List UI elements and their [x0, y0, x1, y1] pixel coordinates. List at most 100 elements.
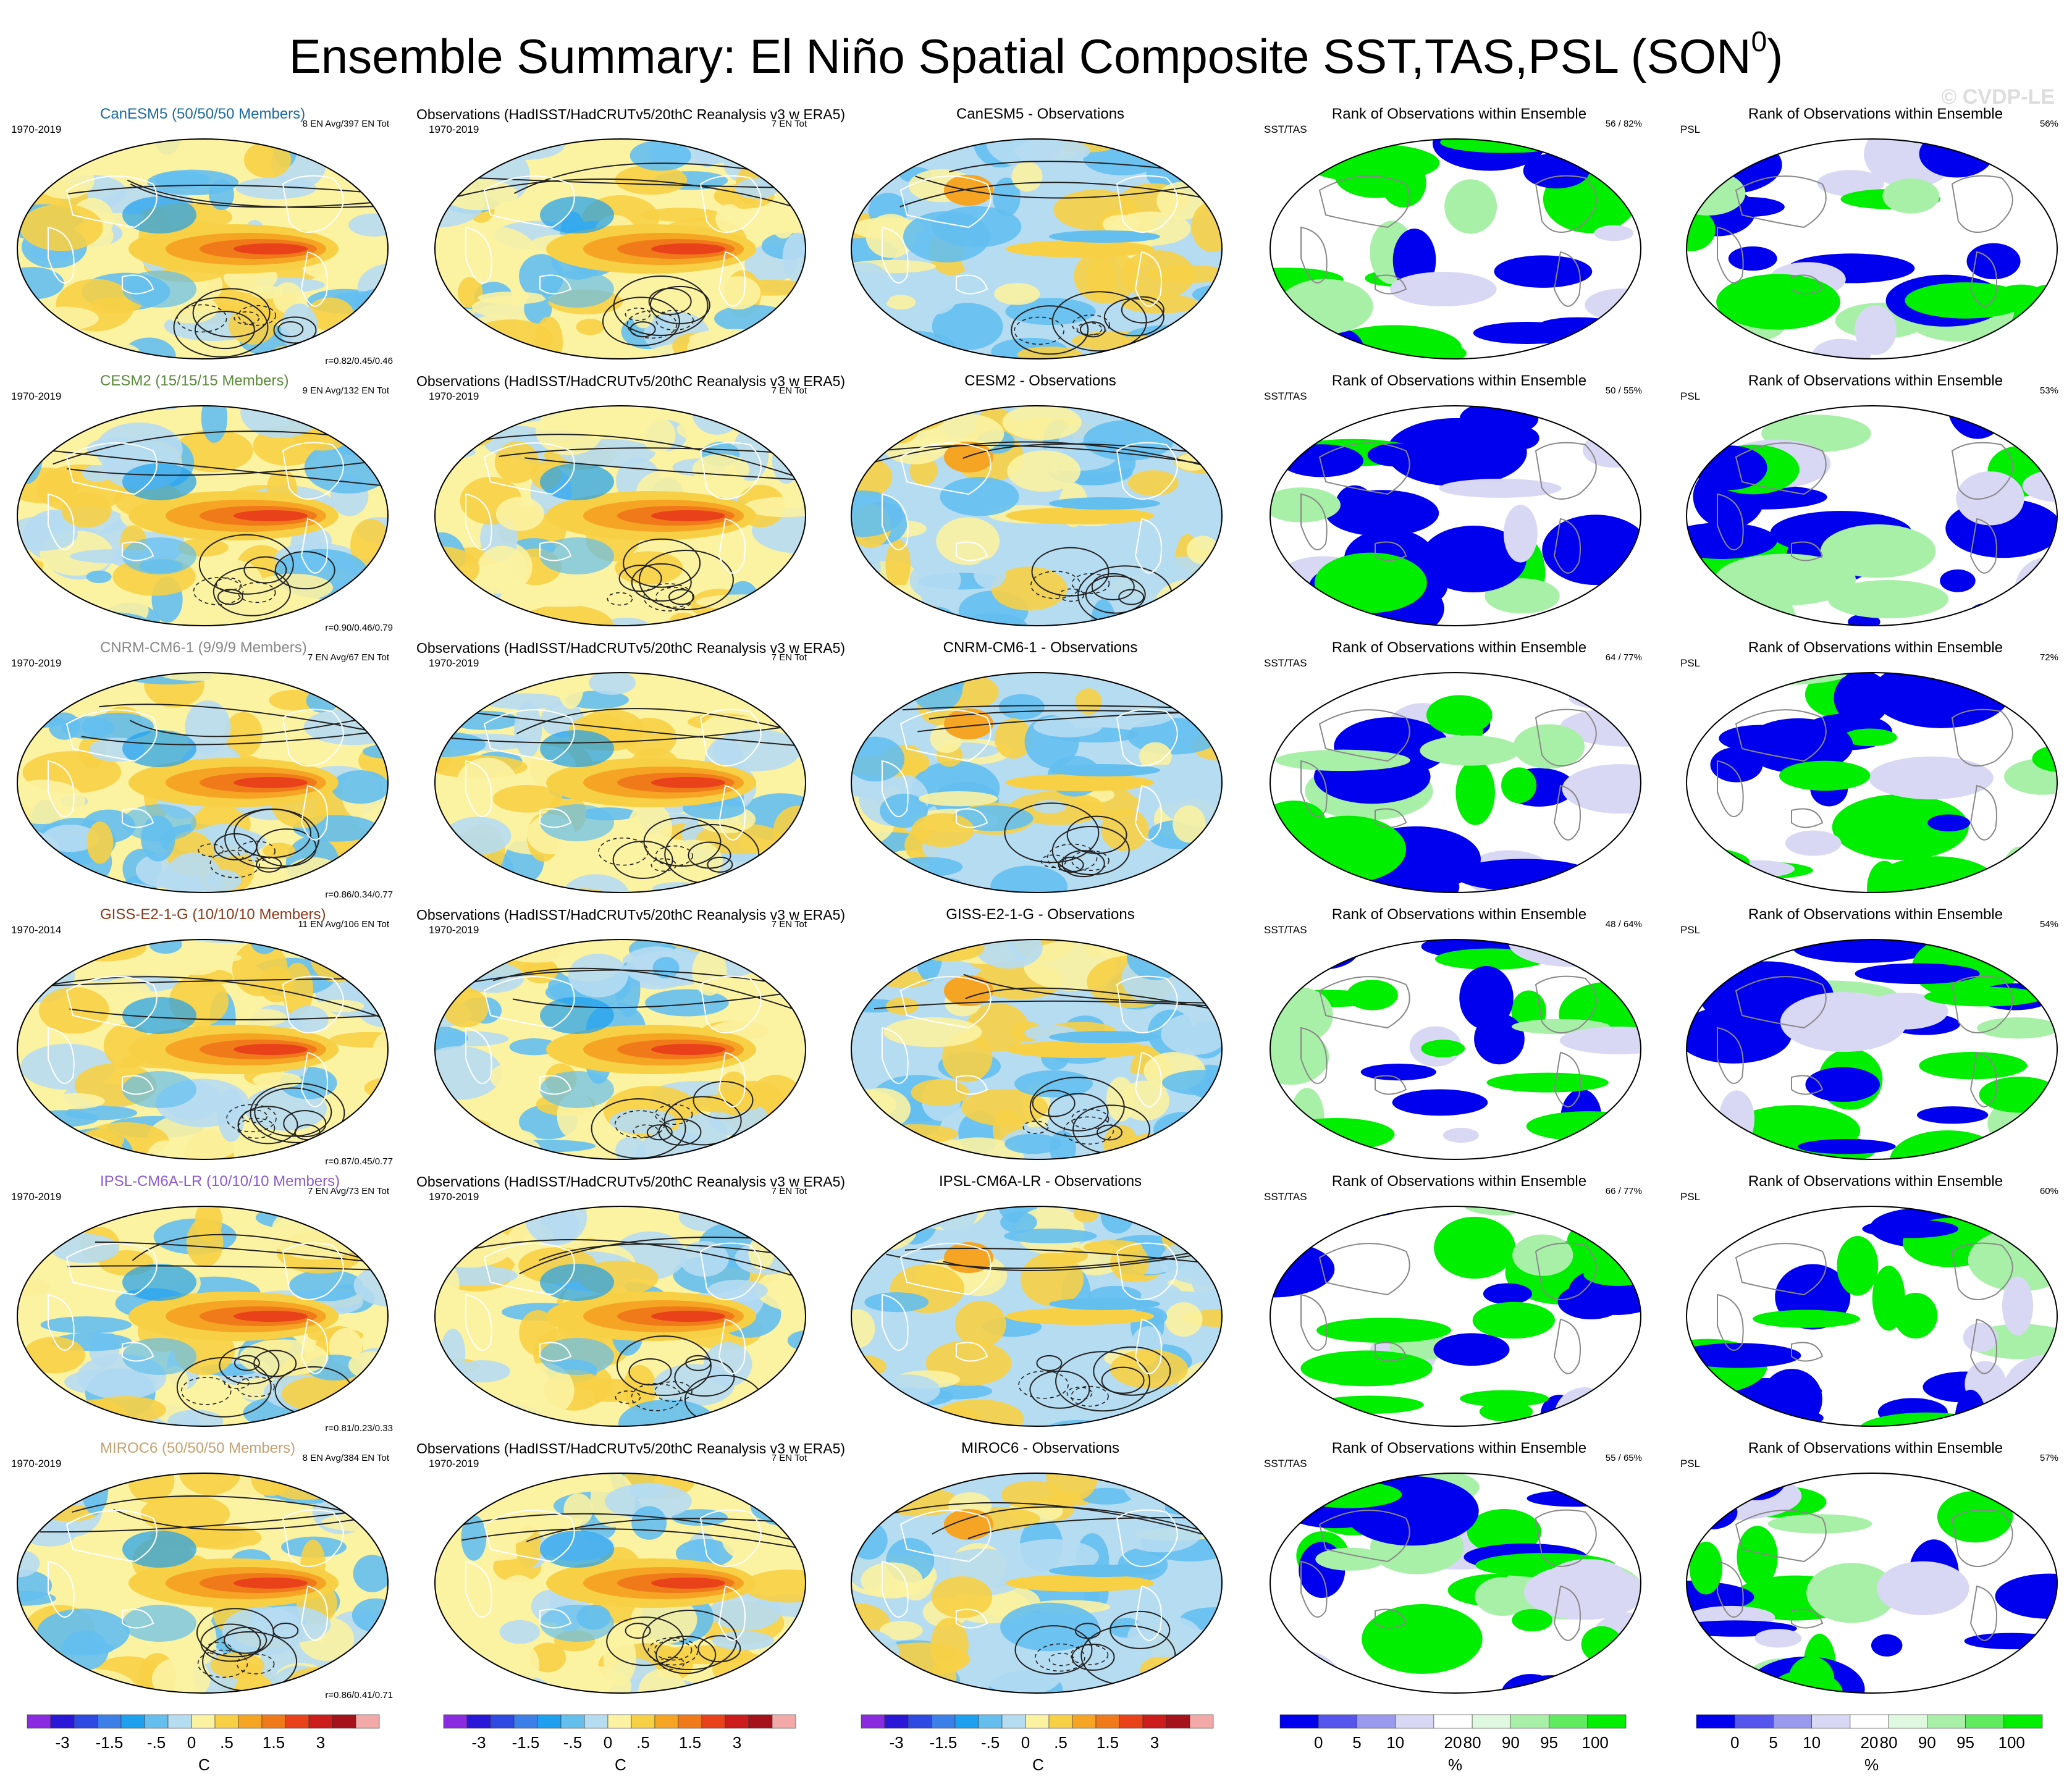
panel-title: Rank of Observations within Ensemble [1331, 1440, 1587, 1456]
colorbar-swatch [97, 1714, 122, 1729]
panel-correlation: r=0.82/0.45/0.46 [325, 356, 393, 366]
colorbar-swatch [537, 1714, 562, 1729]
robinson-map [1270, 138, 1641, 359]
colorbar-tick-label: 10 [1386, 1733, 1405, 1752]
colorbar-swatch [27, 1714, 51, 1729]
colorbar-swatch [908, 1714, 932, 1729]
colorbar-swatch [1119, 1714, 1143, 1729]
panel-count: 9 EN Avg/132 EN Tot [302, 385, 389, 396]
panel-observations: Observations (HadISST/HadCRUTv5/20thC Re… [416, 1172, 845, 1439]
colorbar-swatch [2003, 1714, 2043, 1729]
colorbar-swatch [50, 1714, 75, 1729]
colorbar-tick-label: .5 [220, 1733, 234, 1752]
panel-count: 8 EN Avg/397 EN Tot [302, 119, 389, 129]
colorbar-tick-label: 95 [1956, 1733, 1974, 1752]
colorbar-swatch [1189, 1714, 1214, 1729]
colorbar-swatch [1395, 1714, 1434, 1729]
panel-title: Observations (HadISST/HadCRUTv5/20thC Re… [416, 1174, 846, 1190]
panel-variable: PSL [1680, 390, 1701, 402]
panel-variable: SST/TAS [1264, 124, 1307, 135]
robinson-map [17, 1473, 389, 1694]
colorbar-swatch [1472, 1714, 1511, 1729]
panel-correlation: r=0.86/0.34/0.77 [325, 889, 393, 900]
panel-title: Observations (HadISST/HadCRUTv5/20thC Re… [416, 1440, 846, 1456]
panel-count: 7 EN Tot [771, 1453, 807, 1463]
colorbar-swatch [884, 1714, 909, 1729]
panel-variable: PSL [1680, 1458, 1701, 1469]
colorbar-swatch [1734, 1714, 1774, 1729]
robinson-map [17, 672, 389, 893]
colorbar-tick-label: .5 [636, 1733, 650, 1752]
colorbar-tick-label: 3 [732, 1733, 742, 1752]
colorbar-tick-label: 95 [1540, 1733, 1558, 1752]
colorbar-swatch [1279, 1714, 1319, 1729]
colorbar-swatch [355, 1714, 380, 1729]
panel-years: 1970-2014 [11, 924, 62, 936]
robinson-map [434, 405, 806, 626]
panel-difference: IPSL-CM6A-LR - Observations [845, 1172, 1236, 1439]
panel-model-composite: MIROC6 (50/50/50 Members) 1970-2019 8 EN A… [11, 1439, 402, 1706]
panel-title: CNRM-CM6-1 (9/9/9 Members) [100, 639, 307, 656]
colorbar-swatch [772, 1714, 796, 1729]
colorbar-unit: C [198, 1755, 210, 1774]
panel-rank-value: 56% [2039, 119, 2058, 129]
watermark: © CVDP-LE [1941, 85, 2055, 109]
panel-rank-psl: Rank of Observations within Ensemble PSL 5… [1680, 1439, 2071, 1706]
panel-years: 1970-2019 [11, 1458, 62, 1469]
colorbar-swatch [1888, 1714, 1927, 1729]
panel-variable: PSL [1680, 657, 1701, 669]
panel-title: Rank of Observations within Ensemble [1748, 106, 2003, 122]
robinson-map [1270, 1206, 1641, 1427]
colorbar-swatch [308, 1714, 333, 1729]
panel-title: MIROC6 (50/50/50 Members) [100, 1440, 296, 1456]
panel-count: 7 EN Tot [771, 385, 807, 396]
colorbar-tick-label: -1.5 [95, 1733, 124, 1752]
robinson-map [851, 1206, 1223, 1427]
colorbar-swatch [560, 1714, 585, 1729]
temp-colorbar-2: -3 -1.5 -.5 0 .5 1.5 3 C [443, 1714, 796, 1776]
colorbar-tick-label: 3 [1150, 1733, 1160, 1752]
panel-title: GISS-E2-1-G - Observations [946, 906, 1135, 923]
panel-title: GISS-E2-1-G (10/10/10 Members) [100, 906, 326, 923]
panel-title: Rank of Observations within Ensemble [1748, 372, 2003, 389]
panel-rank-psl: Rank of Observations within Ensemble PSL 6… [1680, 1172, 2071, 1439]
panel-title: Rank of Observations within Ensemble [1748, 906, 2003, 923]
panel-variable: SST/TAS [1264, 390, 1307, 402]
robinson-map [1686, 939, 2058, 1160]
colorbar-swatch [1811, 1714, 1851, 1729]
colorbar-swatch [285, 1714, 310, 1729]
colorbar-swatch [1587, 1714, 1627, 1729]
colorbar-tick-label: 20 [1444, 1733, 1462, 1752]
panel-rank-value: 57% [2039, 1453, 2058, 1463]
robinson-map [17, 1206, 389, 1427]
robinson-map [1270, 1473, 1641, 1694]
panel-count: 11 EN Avg/106 EN Tot [298, 919, 389, 930]
rank-colorbar-1: 0 5 10 20 80 90 95 100% [1279, 1714, 1627, 1776]
colorbar-swatch [1965, 1714, 2005, 1729]
panel-count: 7 EN Avg/73 EN Tot [307, 1186, 389, 1196]
robinson-map [1270, 672, 1641, 893]
panel-years: 1970-2019 [429, 390, 479, 402]
colorbar-swatch [931, 1714, 956, 1729]
panel-rank-value: 55 / 65% [1605, 1453, 1642, 1463]
panel-title: Rank of Observations within Ensemble [1748, 639, 2003, 656]
colorbar-swatch [1001, 1714, 1026, 1729]
colorbar-tick-label: 0 [1021, 1733, 1030, 1752]
colorbar-swatch [1433, 1714, 1473, 1729]
colorbar-swatch [1357, 1714, 1396, 1729]
robinson-map [17, 939, 389, 1160]
colorbar-unit: C [1032, 1755, 1044, 1774]
panel-count: 7 EN Tot [771, 652, 807, 663]
colorbar-tick-label: 1.5 [678, 1733, 702, 1752]
panel-rank-sst-tas: Rank of Observations within Ensemble SST/… [1264, 1172, 1654, 1439]
panel-title: CanESM5 (50/50/50 Members) [100, 106, 306, 122]
colorbar-unit: % [1864, 1755, 1879, 1774]
panel-count: 7 EN Tot [771, 1186, 807, 1196]
colorbar-tick-label: -3 [55, 1733, 70, 1752]
colorbar-swatch [1318, 1714, 1357, 1729]
panel-title: Observations (HadISST/HadCRUTv5/20thC Re… [416, 373, 846, 389]
panel-title: Rank of Observations within Ensemble [1331, 1173, 1587, 1190]
panel-rank-psl: Rank of Observations within Ensemble PSL 5… [1680, 372, 2071, 639]
panel-title: IPSL-CM6A-LR - Observations [938, 1173, 1142, 1190]
panel-title: Observations (HadISST/HadCRUTv5/20thC Re… [416, 907, 846, 923]
